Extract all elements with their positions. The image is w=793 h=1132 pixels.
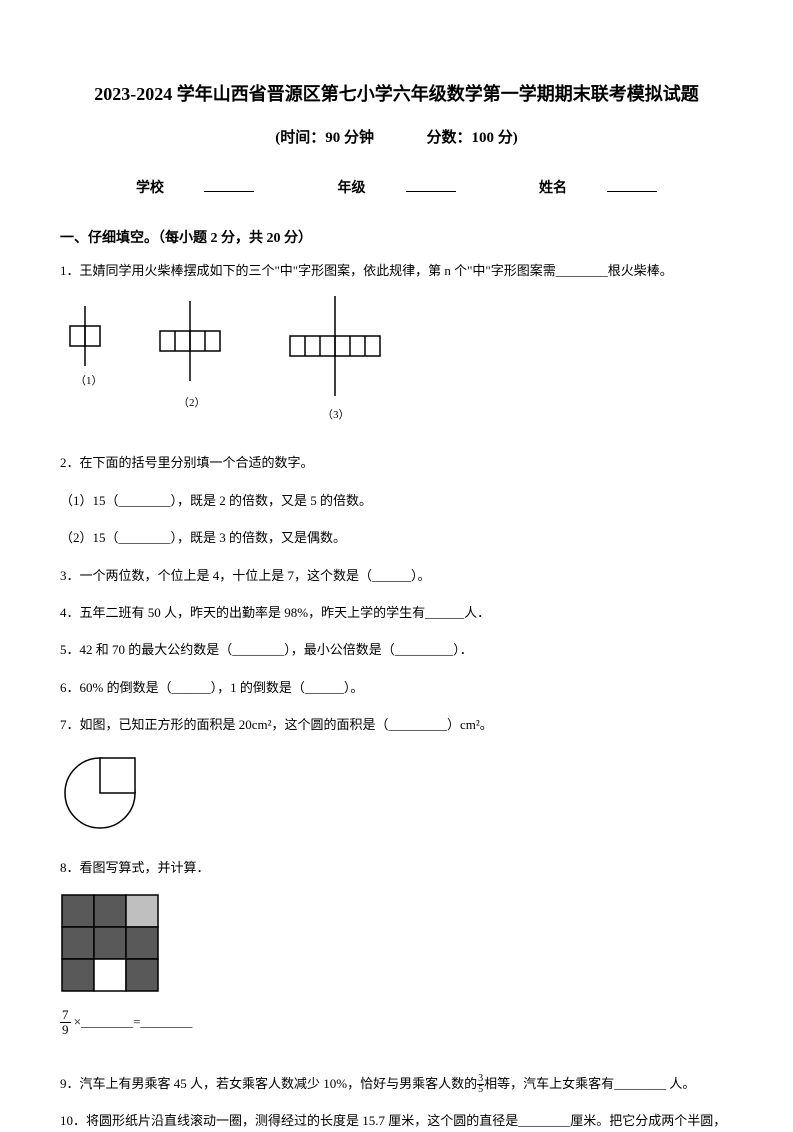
q8-rest: ×________=________: [74, 1014, 193, 1029]
q9-part-a: 9．汽车上有男乘客 45 人，若女乘客人数减少 10%，恰好与男乘客人数的: [60, 1076, 477, 1091]
question-10: 10．将圆形纸片沿直线滚动一圈，测得经过的长度是 15.7 厘米，这个圆的直径是…: [60, 1109, 733, 1132]
name-label: 姓名: [539, 181, 567, 196]
frac-num: 7: [60, 1008, 71, 1023]
svg-text:（1）: （1）: [75, 374, 103, 387]
q9-part-b: 相等，汽车上女乘客有________ 人。: [484, 1076, 695, 1091]
question-6: 6．60% 的倒数是（______），1 的倒数是（______）。: [60, 676, 733, 699]
question-8: 8．看图写算式，并计算．: [60, 856, 733, 879]
question-1: 1．王婧同学用火柴棒摆成如下的三个"中"字形图案，依此规律，第 n 个"中"字形…: [60, 259, 733, 282]
svg-text:（2）: （2）: [178, 396, 206, 409]
info-line: 学校 年级 姓名: [60, 177, 733, 197]
school-label: 学校: [136, 181, 164, 196]
question-2-2: （2）15（________），既是 3 的倍数，又是偶数。: [60, 526, 733, 549]
page-title: 2023-2024 学年山西省晋源区第七小学六年级数学第一学期期末联考模拟试题: [60, 80, 733, 106]
time-label: (时间：90 分钟: [275, 130, 374, 146]
page-subtitle: (时间：90 分钟 分数：100 分): [60, 126, 733, 147]
question-7: 7．如图，已知正方形的面积是 20cm²，这个圆的面积是（_________）c…: [60, 713, 733, 736]
figure-circle-square: [60, 751, 733, 836]
question-3: 3．一个两位数，个位上是 4，十位上是 7，这个数是（______）。: [60, 564, 733, 587]
question-9: 9．汽车上有男乘客 45 人，若女乘客人数减少 10%，恰好与男乘客人数的 3 …: [60, 1072, 733, 1096]
svg-text:（3）: （3）: [322, 408, 350, 421]
question-2-1: （1）15（________），既是 2 的倍数，又是 5 的倍数。: [60, 489, 733, 512]
question-2: 2．在下面的括号里分别填一个合适的数字。: [60, 451, 733, 474]
grade-label: 年级: [338, 181, 366, 196]
question-8-equation: 7 9 ×________=________: [60, 1008, 733, 1038]
figure-zhong-patterns: （1） （2） （3）: [60, 296, 733, 431]
score-label: 分数：100 分): [427, 130, 518, 146]
figure-grid: [60, 893, 733, 998]
frac-den: 9: [60, 1023, 71, 1037]
question-4: 4．五年二班有 50 人，昨天的出勤率是 98%，昨天上学的学生有______人…: [60, 601, 733, 624]
section1-header: 一、仔细填空。（每小题 2 分，共 20 分）: [60, 227, 733, 247]
question-5: 5．42 和 70 的最大公约数是（________），最小公倍数是（_____…: [60, 638, 733, 661]
